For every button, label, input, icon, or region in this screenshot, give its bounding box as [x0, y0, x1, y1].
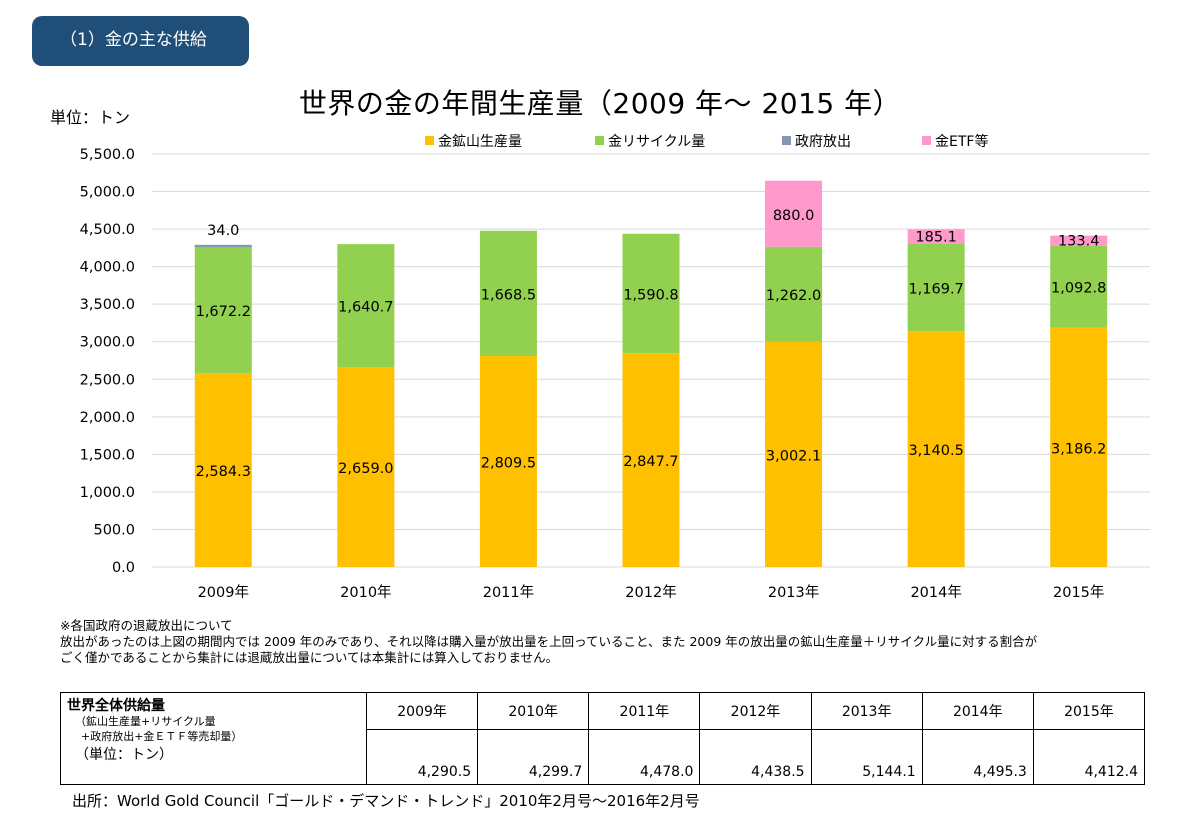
legend-swatch — [595, 136, 604, 145]
data-label: 1,672.2 — [196, 304, 251, 320]
y-tick-label: 4,000.0 — [80, 260, 135, 276]
source-note: 出所：World Gold Council「ゴールド・デマンド・トレンド」201… — [72, 792, 700, 810]
x-tick-label: 2009年 — [198, 584, 249, 601]
supply-table: 世界全体供給量 （鉱山生産量+リサイクル量 +政府放出+金ＥＴＦ等売却量） （単… — [60, 692, 1146, 785]
data-label: 2,847.7 — [623, 454, 678, 470]
notes-heading: ※各国政府の退蔵放出について — [60, 618, 233, 633]
bar-segment — [907, 331, 965, 567]
bar-segment — [479, 356, 537, 567]
data-label: 3,186.2 — [1051, 441, 1106, 457]
y-tick-label: 0.0 — [112, 560, 135, 576]
bar-segment — [194, 247, 252, 373]
y-tick-label: 3,000.0 — [80, 335, 135, 351]
data-label: 1,262.0 — [766, 288, 821, 304]
bar-segment — [1050, 245, 1108, 328]
legend-label: 金鉱山生産量 — [438, 133, 522, 150]
bar-segment — [479, 230, 537, 357]
x-tick-label: 2013年 — [768, 584, 819, 601]
table-value-cell: 4,495.3 — [921, 729, 1034, 785]
data-label: 1,092.8 — [1051, 281, 1106, 297]
bar-segment — [622, 233, 680, 354]
supply-table-unit: （単位：トン） — [75, 747, 173, 763]
data-label: 1,169.7 — [908, 281, 963, 297]
x-tick-label: 2014年 — [910, 584, 961, 601]
bar-segment — [1050, 327, 1108, 567]
notes-line: ごく僅かであることから集計には退蔵放出量については本集計には算入しておりません。 — [60, 650, 559, 665]
table-value-cell: 4,478.0 — [588, 729, 701, 785]
unit-label: 単位：トン — [50, 108, 131, 127]
table-year-cell: 2011年 — [588, 692, 701, 730]
data-label: 2,584.3 — [196, 464, 251, 480]
y-tick-label: 5,500.0 — [80, 147, 135, 163]
bar-segment — [765, 246, 823, 342]
bar-segment — [622, 353, 680, 567]
stacked-bar-chart: 0.0 500.0 1,000.0 1,500.0 2,000.0 2,500.0 3,00… — [80, 133, 1150, 601]
legend-swatch — [922, 136, 931, 145]
legend-swatch — [425, 136, 434, 145]
data-label: 185.1 — [915, 229, 957, 245]
legend-label: 金リサイクル量 — [608, 134, 705, 150]
x-tick-label: 2015年 — [1053, 584, 1104, 601]
notes: ※各国政府の退蔵放出について 放出があったのは上図の期間内では 2009 年のみ… — [60, 618, 1170, 666]
y-tick-label: 1,500.0 — [80, 447, 135, 463]
y-tick-label: 2,000.0 — [80, 410, 135, 426]
data-label: 34.0 — [207, 223, 239, 239]
data-label: 1,668.5 — [481, 287, 536, 303]
table-year-cell: 2013年 — [810, 692, 923, 730]
table-year-cell: 2014年 — [921, 692, 1034, 730]
legend-label: 政府放出 — [795, 134, 851, 150]
table-value-cell: 4,299.7 — [477, 729, 590, 785]
table-value-cell: 4,438.5 — [699, 729, 812, 785]
data-label: 880.0 — [773, 208, 815, 224]
y-tick-label: 1,000.0 — [80, 485, 135, 501]
notes-line: 放出があったのは上図の期間内では 2009 年のみであり、それ以降は購入量が放出… — [60, 634, 1038, 649]
bar-segment — [337, 367, 395, 567]
bar-segment — [194, 244, 252, 248]
supply-table-value-row: 4,290.5 4,299.7 4,478.0 4,438.5 5,144.1 … — [61, 729, 1146, 785]
table-value-cell: 4,290.5 — [365, 729, 479, 785]
table-value-cell: 5,144.1 — [810, 729, 923, 785]
bar-segment — [337, 244, 395, 368]
data-label: 2,809.5 — [481, 456, 536, 472]
table-year-cell: 2009年 — [365, 692, 479, 730]
data-label: 3,002.1 — [766, 448, 821, 464]
table-year-cell: 2015年 — [1032, 692, 1146, 730]
x-tick-label: 2010年 — [340, 584, 391, 601]
table-value-cell: 4,412.4 — [1032, 729, 1146, 785]
data-label: 133.4 — [1058, 234, 1100, 250]
legend-label: 金ETF等 — [935, 133, 988, 150]
y-tick-label: 4,500.0 — [80, 222, 135, 238]
data-label: 3,140.5 — [908, 443, 963, 459]
table-year-cell: 2012年 — [699, 692, 812, 730]
bar-segment — [1050, 235, 1108, 246]
chart-title: 世界の金の年間生産量（2009 年～ 2015 年） — [298, 87, 902, 120]
supply-table-header: 世界全体供給量 （鉱山生産量+リサイクル量 +政府放出+金ＥＴＦ等売却量） （単… — [60, 692, 367, 785]
y-tick-label: 500.0 — [93, 522, 135, 538]
bar-segment — [907, 243, 965, 332]
data-label: 2,659.0 — [338, 461, 393, 477]
data-label: 1,640.7 — [338, 300, 393, 316]
bar-segment — [765, 180, 823, 247]
x-tick-label: 2011年 — [483, 584, 534, 601]
bar-segment — [907, 229, 965, 244]
supply-table-subtitle: +政府放出+金ＥＴＦ等売却量） — [81, 730, 243, 743]
legend-swatch — [782, 136, 791, 145]
bar-segment — [194, 372, 252, 567]
y-tick-label: 2,500.0 — [80, 372, 135, 388]
supply-table-title: 世界全体供給量 — [67, 698, 165, 714]
y-tick-label: 5,000.0 — [80, 185, 135, 201]
supply-table-subtitle: （鉱山生産量+リサイクル量 — [75, 715, 216, 728]
supply-table-year-row: 世界全体供給量 （鉱山生産量+リサイクル量 +政府放出+金ＥＴＦ等売却量） （単… — [60, 692, 1146, 785]
data-label: 1,590.8 — [623, 287, 678, 303]
y-tick-label: 3,500.0 — [80, 297, 135, 313]
bar-segment — [765, 341, 823, 567]
table-year-cell: 2010年 — [477, 692, 590, 730]
section-badge: （1）金の主な供給 — [32, 16, 249, 66]
x-tick-label: 2012年 — [625, 584, 676, 601]
